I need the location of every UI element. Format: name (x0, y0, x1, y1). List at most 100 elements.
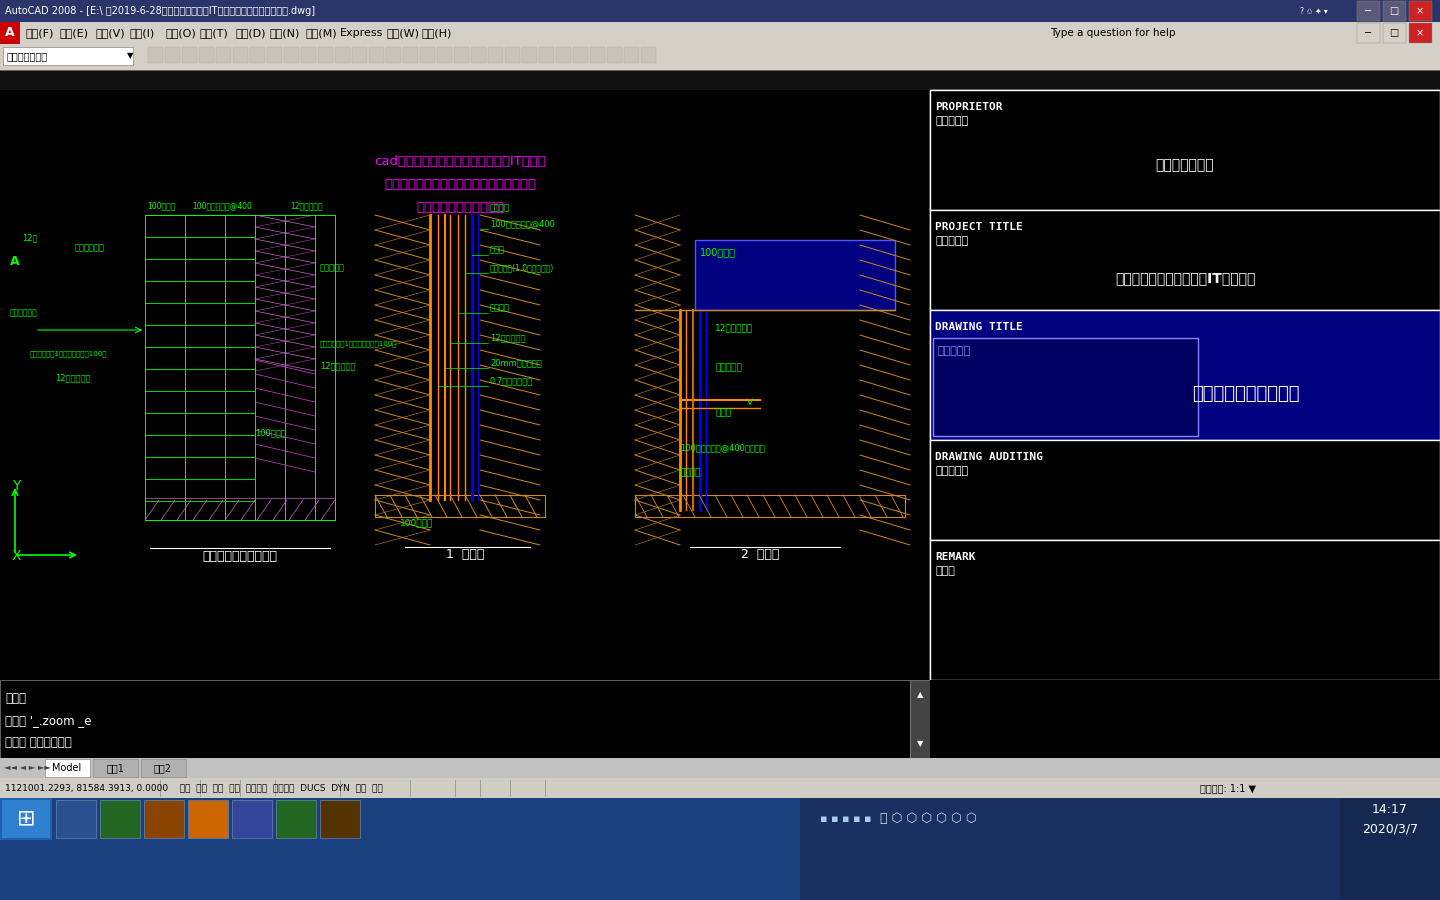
Bar (696, 240, 896, 310)
Text: ▲: ▲ (917, 690, 923, 699)
Bar (251, 47, 265, 63)
Bar (420, 47, 435, 63)
Text: A: A (6, 26, 14, 40)
Text: 二维草图与注释: 二维草图与注释 (7, 51, 48, 61)
Text: REMARK: REMARK (935, 552, 975, 562)
Text: 100轻钢竖龙骨@400，贴基准: 100轻钢竖龙骨@400，贴基准 (680, 443, 765, 452)
Text: 2  大样图: 2 大样图 (740, 548, 779, 561)
Bar (0, 758, 1440, 778)
Bar (930, 90, 1440, 210)
Bar (930, 680, 1440, 758)
Bar (1408, 23, 1431, 43)
Text: DRAWING TITLE: DRAWING TITLE (935, 322, 1022, 332)
Text: 图纸名称：: 图纸名称： (937, 346, 971, 356)
Text: ▼: ▼ (917, 739, 923, 748)
Text: −: − (1364, 6, 1372, 16)
Bar (590, 47, 605, 63)
Text: DRAWING AUDITING: DRAWING AUDITING (935, 452, 1043, 462)
Text: □: □ (1390, 6, 1398, 16)
Text: 14:17
2020/3/7: 14:17 2020/3/7 (1362, 803, 1418, 835)
Bar (276, 800, 315, 838)
Text: −: − (1364, 28, 1372, 38)
Bar (318, 47, 333, 63)
Bar (1341, 798, 1440, 900)
Bar (386, 47, 400, 63)
Text: 填充保温材料: 填充保温材料 (75, 243, 105, 252)
Bar (301, 47, 315, 63)
Text: 100彩钢板龙骨@400: 100彩钢板龙骨@400 (490, 219, 554, 228)
Bar (454, 47, 469, 63)
Bar (471, 47, 487, 63)
Text: 20mm橡塑保温层: 20mm橡塑保温层 (490, 358, 541, 367)
Text: 100地光骨: 100地光骨 (400, 518, 433, 527)
Text: 1121001.2293, 81584.3913, 0.0000    捕捾  栖格  正交  极轴  对象捕捾  对象追踪  DUCS  DYN  线宽  模: 1121001.2293, 81584.3913, 0.0000 捕捾 栖格 正… (4, 784, 383, 793)
Bar (0, 90, 930, 680)
Text: 布局2: 布局2 (154, 763, 171, 773)
Text: A: A (10, 255, 20, 268)
Bar (141, 759, 186, 777)
Bar (99, 800, 140, 838)
Text: 编辑(E): 编辑(E) (60, 28, 89, 38)
Text: 12防火石青板: 12防火石青板 (490, 333, 526, 342)
Bar (801, 798, 1440, 900)
Text: 图审会签：: 图审会签： (935, 466, 968, 476)
Text: ×: × (1416, 6, 1424, 16)
Text: PROJECT TITLE: PROJECT TITLE (935, 222, 1022, 232)
Bar (144, 800, 184, 838)
Text: ▪ ▪ ▪ ▪ ▪: ▪ ▪ ▪ ▪ ▪ (819, 814, 871, 824)
Bar (1408, 1, 1431, 21)
Bar (556, 47, 572, 63)
Bar (266, 47, 282, 63)
Bar (320, 800, 360, 838)
Bar (189, 800, 228, 838)
Bar (0, 22, 20, 44)
Text: 建设单位：: 建设单位： (935, 116, 968, 126)
Text: 0.7厚彩钢板墙板: 0.7厚彩钢板墙板 (490, 376, 533, 385)
Text: ▼: ▼ (127, 51, 134, 60)
Text: ? ✩ ✦ ▾: ? ✩ ✦ ▾ (1300, 6, 1328, 15)
Bar (374, 495, 544, 517)
Bar (336, 47, 350, 63)
Bar (930, 210, 1440, 310)
Bar (624, 47, 639, 63)
Bar (436, 47, 452, 63)
Text: 九厘板龙骨(1.0不锈钢隔断): 九厘板龙骨(1.0不锈钢隔断) (490, 263, 554, 272)
Text: Type a question for help: Type a question for help (1050, 28, 1175, 38)
Bar (930, 440, 1440, 540)
Bar (910, 680, 930, 758)
Text: 老岩完彩钢板: 老岩完彩钢板 (10, 308, 37, 317)
Text: Y: Y (12, 479, 20, 493)
Text: 彩钢板: 彩钢板 (490, 245, 505, 254)
Bar (635, 495, 904, 517)
Bar (1, 800, 50, 838)
Text: 文件(F): 文件(F) (24, 28, 53, 38)
Bar (0, 778, 1440, 798)
Text: AutoCAD 2008 - [E:\ 【2019-6-28】宣城市中心血站IT建设项目机房施工设计图纸.dwg]: AutoCAD 2008 - [E:\ 【2019-6-28】宣城市中心血站IT… (4, 6, 315, 16)
Bar (930, 90, 1440, 680)
Bar (166, 47, 180, 63)
Text: 彩钢板: 彩钢板 (716, 408, 732, 417)
Text: 窗口(W): 窗口(W) (386, 28, 419, 38)
Bar (148, 47, 163, 63)
Bar (641, 47, 657, 63)
Bar (1356, 1, 1380, 21)
Text: 机房装修大样图（二）: 机房装修大样图（二） (1192, 385, 1300, 403)
Text: ⊞: ⊞ (17, 809, 36, 829)
Bar (930, 310, 1440, 440)
Text: ◄◄ ◄ ► ►►: ◄◄ ◄ ► ►► (4, 763, 50, 772)
Text: 工程名称：: 工程名称： (935, 236, 968, 246)
Bar (0, 70, 1440, 90)
Text: 帮助(H): 帮助(H) (422, 28, 452, 38)
Bar (351, 47, 367, 63)
Text: 结构墙体: 结构墙体 (490, 203, 510, 212)
Text: 注稺比例: 1:1 ▼: 注稺比例: 1:1 ▼ (1200, 783, 1256, 793)
Text: ×: × (1416, 28, 1424, 38)
Text: Express: Express (340, 28, 383, 38)
Text: 12静火石青板: 12静火石青板 (320, 361, 356, 370)
Text: 彩钢板面层: 彩钢板面层 (320, 263, 346, 272)
Text: 九厘板龙基条1不锈钢隔断间距100高: 九厘板龙基条1不锈钢隔断间距100高 (30, 350, 108, 356)
Text: 修改(M): 修改(M) (305, 28, 337, 38)
Text: 100地光骨: 100地光骨 (255, 428, 285, 437)
Text: 工具(T): 工具(T) (200, 28, 229, 38)
Text: 九厘板龙基条1不锈钢隔断间距100高: 九厘板龙基条1不锈钢隔断间距100高 (320, 340, 397, 346)
